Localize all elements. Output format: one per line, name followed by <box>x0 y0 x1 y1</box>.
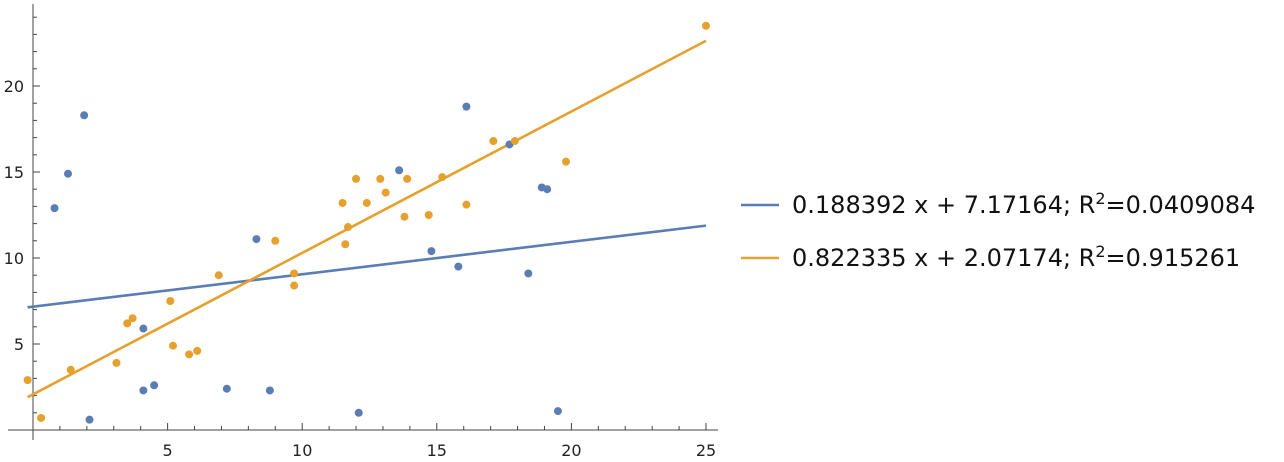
y-tick-label: 10 <box>4 249 24 268</box>
data-point-series-1 <box>50 204 59 213</box>
data-point-series-2 <box>112 358 121 367</box>
data-point-series-1 <box>524 269 533 278</box>
data-point-series-2 <box>168 341 177 350</box>
data-point-series-2 <box>23 376 32 385</box>
data-point-series-2 <box>562 157 571 166</box>
data-point-series-1 <box>553 407 562 416</box>
x-tick-label: 20 <box>561 441 581 460</box>
data-point-series-2 <box>193 346 202 355</box>
data-point-series-1 <box>252 235 261 244</box>
legend-label-2: 0.822335 x + 2.07174; R2=0.915261 <box>792 242 1240 273</box>
data-point-series-1 <box>454 262 463 271</box>
data-point-series-2 <box>489 137 498 146</box>
data-point-series-2 <box>290 281 299 290</box>
data-point-series-1 <box>427 247 436 256</box>
data-point-series-2 <box>403 174 412 183</box>
data-point-series-2 <box>214 271 223 280</box>
data-point-series-2 <box>66 365 75 374</box>
data-point-series-2 <box>510 137 519 146</box>
data-point-series-2 <box>343 223 352 232</box>
data-point-series-2 <box>341 240 350 249</box>
fit-lines <box>27 39 707 399</box>
data-point-series-2 <box>37 413 46 422</box>
data-point-series-2 <box>271 236 280 245</box>
x-tick-label: 5 <box>163 441 173 460</box>
data-point-series-1 <box>63 169 72 178</box>
data-point-series-2 <box>123 319 132 328</box>
data-point-series-2 <box>424 211 433 219</box>
data-point-series-2 <box>381 188 390 197</box>
data-point-series-1 <box>462 102 471 111</box>
data-point-series-2 <box>362 198 371 207</box>
axes: 5 10 15 20 25 5 10 15 20 <box>4 4 718 460</box>
data-point-series-2 <box>128 314 137 323</box>
data-point-series-1 <box>543 185 552 194</box>
data-point-series-2 <box>338 198 347 207</box>
fit-line-2 <box>27 39 707 399</box>
legend: 0.188392 x + 7.17164; R2=0.0409084 0.8223… <box>741 189 1255 273</box>
data-point-series-2 <box>166 297 175 305</box>
data-point-series-2 <box>462 200 471 209</box>
y-tick-label: 20 <box>4 77 24 96</box>
data-point-series-1 <box>80 111 89 120</box>
data-point-series-2 <box>702 21 710 30</box>
x-tick-label: 25 <box>696 441 716 460</box>
legend-label-1: 0.188392 x + 7.17164; R2=0.0409084 <box>792 189 1255 220</box>
data-point-series-2 <box>400 212 409 221</box>
data-point-series-1 <box>354 408 363 417</box>
data-point-series-2 <box>290 269 299 278</box>
data-point-series-1 <box>139 324 148 333</box>
data-point-series-2 <box>376 174 385 183</box>
x-tick-label: 10 <box>292 441 312 460</box>
data-point-series-1 <box>139 386 148 395</box>
fit-line-1 <box>27 224 707 309</box>
data-point-series-1 <box>85 415 94 424</box>
data-point-series-1 <box>222 384 231 393</box>
data-point-series-1 <box>395 166 404 175</box>
data-point-series-1 <box>265 386 274 395</box>
data-point-series-2 <box>352 174 361 183</box>
y-tick-label: 15 <box>4 163 24 182</box>
x-tick-label: 15 <box>427 441 447 460</box>
y-tick-label: 5 <box>14 335 24 354</box>
data-points <box>23 21 710 424</box>
data-point-series-2 <box>185 350 194 359</box>
data-point-series-1 <box>150 381 159 390</box>
data-point-series-2 <box>438 173 447 182</box>
